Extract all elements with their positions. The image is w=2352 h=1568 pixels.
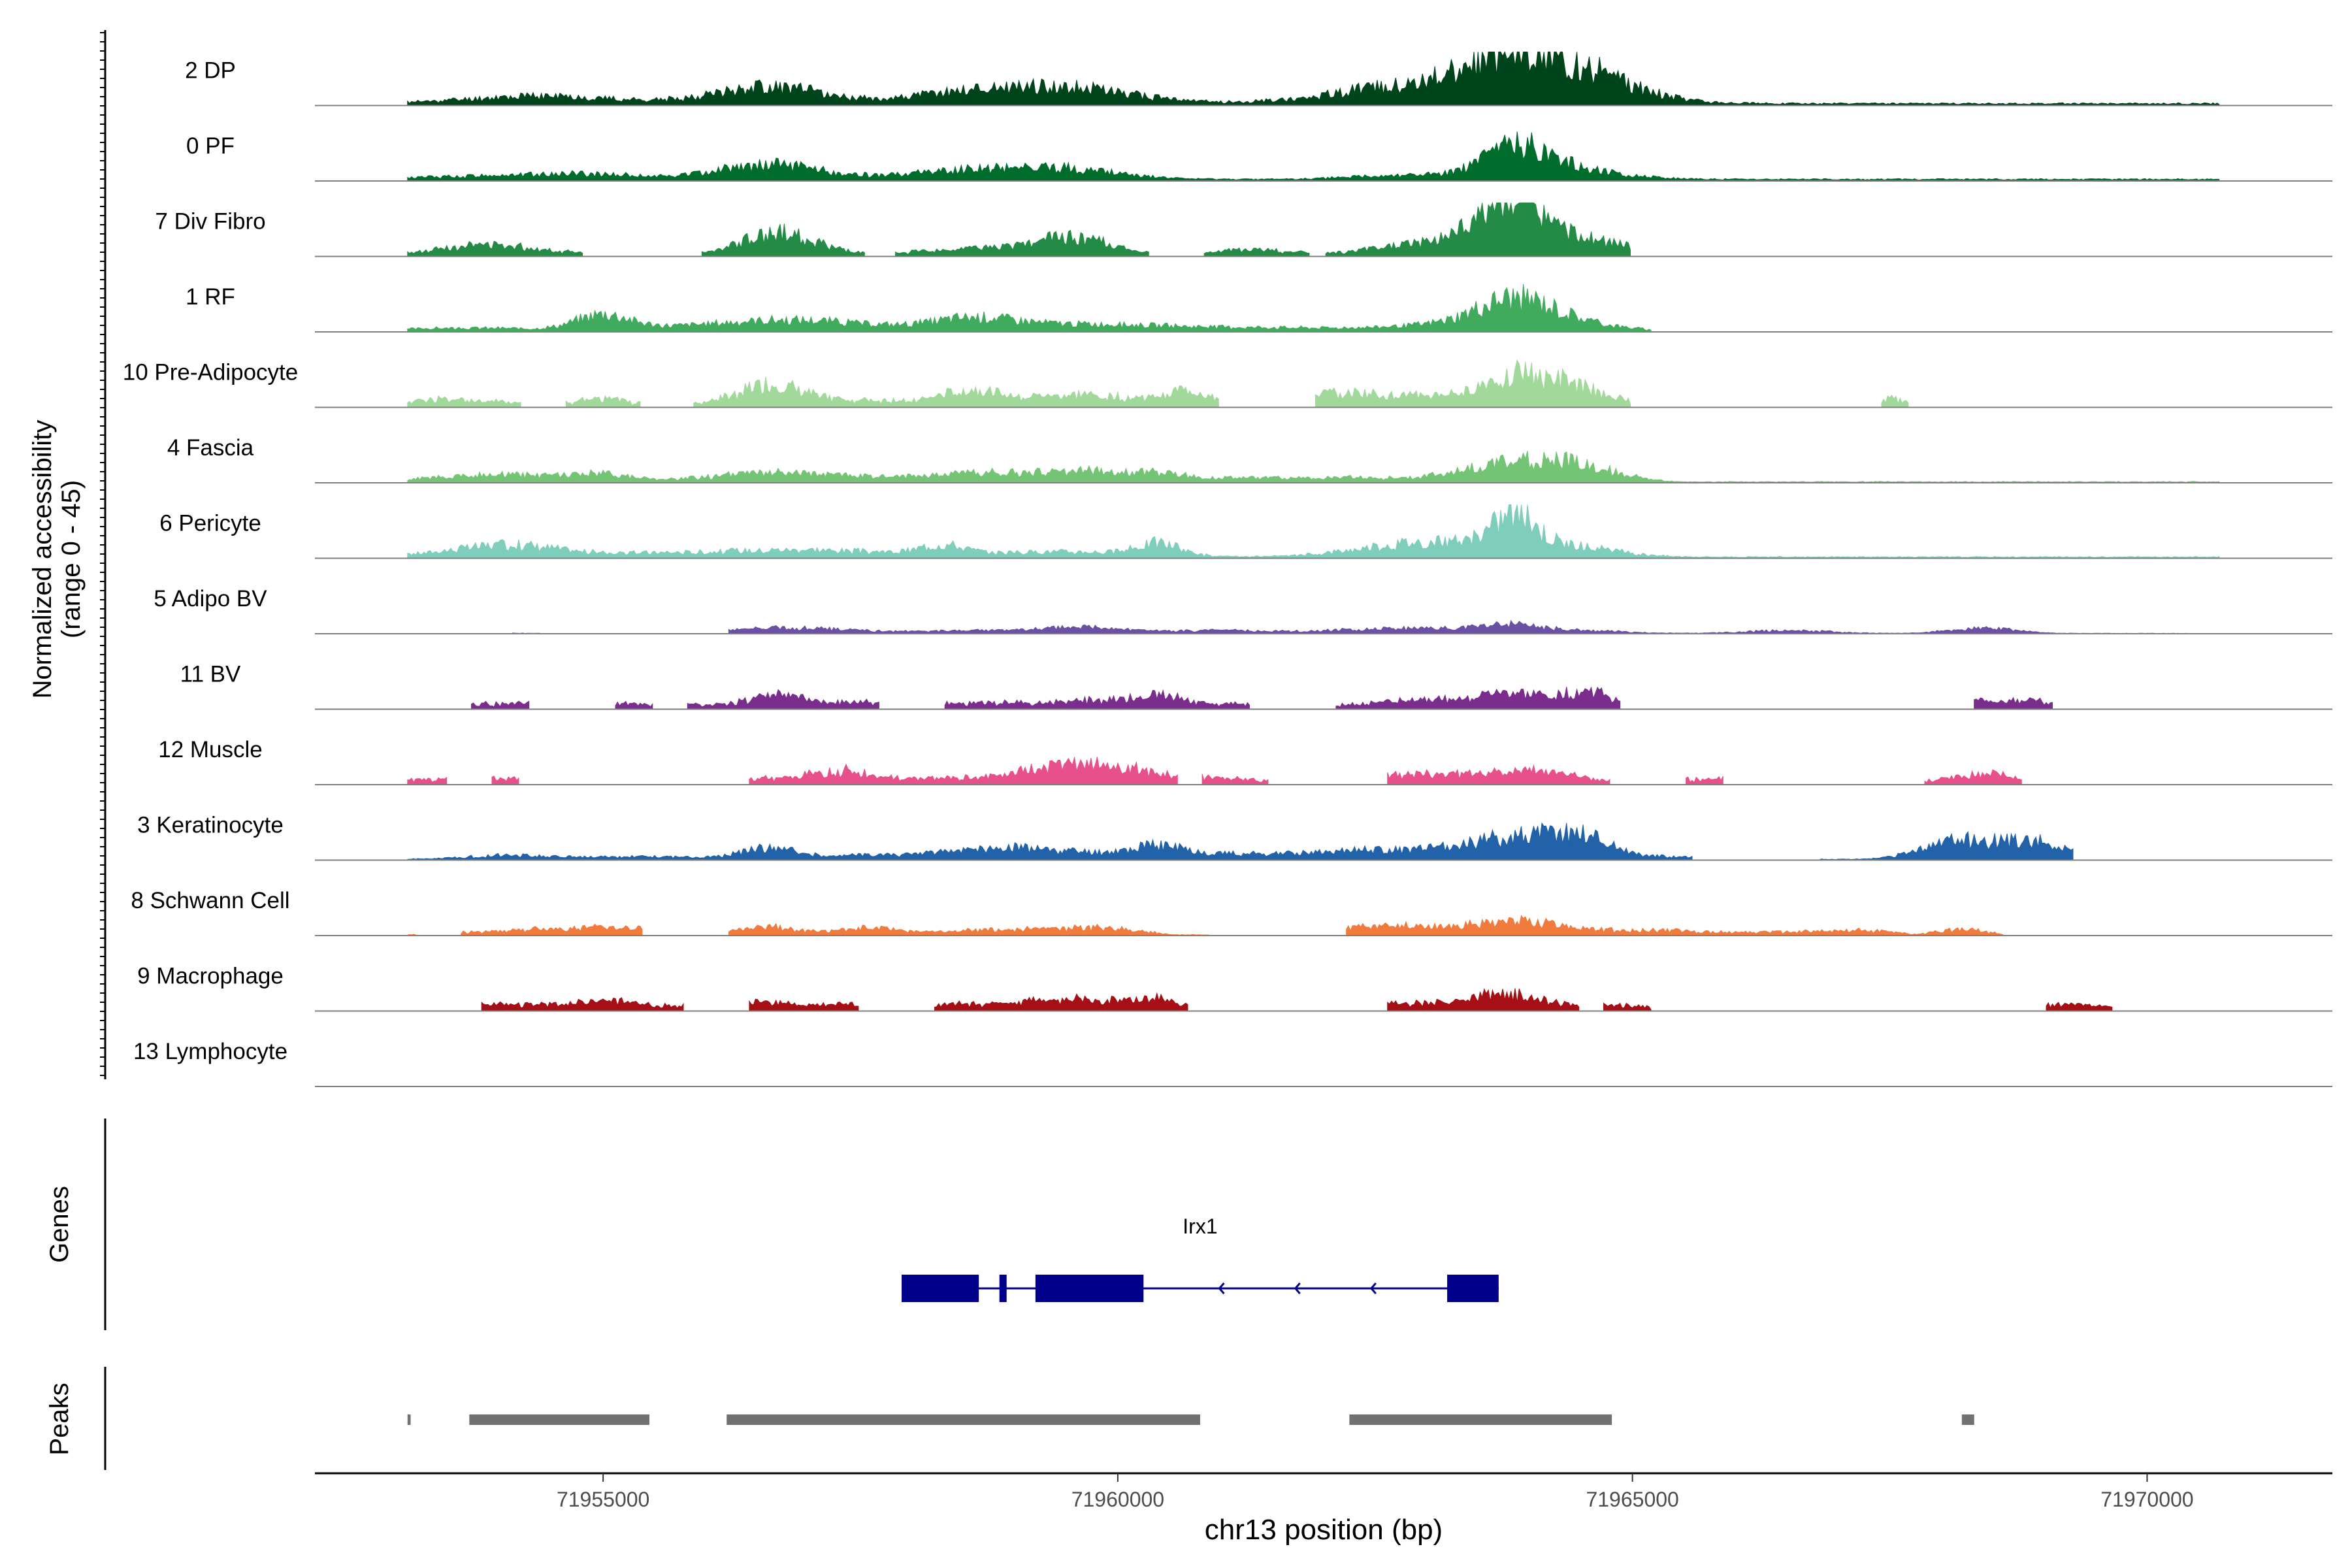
gene-track: Irx1	[902, 1215, 1499, 1302]
gene-exon	[1035, 1275, 1144, 1302]
peak-bar	[1349, 1414, 1612, 1425]
track-label: 3 Keratinocyte	[137, 813, 284, 838]
peak-track	[407, 1414, 1974, 1425]
coverage-area	[407, 51, 2220, 106]
coverage-area	[407, 822, 2074, 860]
track-label: 9 Macrophage	[137, 964, 284, 989]
track-7: 6 Pericyte	[159, 504, 2332, 559]
y-axis-range-label: (range 0 - 45)	[57, 480, 86, 638]
track-8: 5 Adipo BV	[154, 586, 2332, 634]
coverage-tracks: 2 DP 0 PF 7 Div Fibro 1 RF 10 Pre-Adipocyte 4…	[123, 51, 2332, 1087]
tracks-y-axis-ticks	[100, 32, 105, 1076]
track-label: 11 BV	[180, 662, 241, 687]
track-label: 13 Lymphocyte	[133, 1039, 287, 1064]
strand-arrow-icon	[1218, 1282, 1225, 1294]
genes-panel-label: Genes	[45, 1186, 74, 1263]
gene-label: Irx1	[1183, 1215, 1217, 1238]
track-4: 1 RF	[186, 284, 2332, 333]
coverage-area	[407, 757, 2022, 785]
track-1: 2 DP	[185, 51, 2332, 106]
track-label: 8 Schwann Cell	[131, 888, 289, 913]
track-9: 11 BV	[180, 662, 2332, 710]
track-3: 7 Div Fibro	[155, 201, 2332, 257]
gene-exon	[1447, 1275, 1499, 1302]
track-label: 6 Pericyte	[159, 511, 261, 536]
coverage-area	[407, 504, 2220, 559]
track-5: 10 Pre-Adipocyte	[123, 359, 2332, 408]
peak-bar	[727, 1414, 1200, 1425]
coverage-area	[407, 131, 2220, 182]
track-label: 7 Div Fibro	[155, 209, 265, 235]
coverage-area	[407, 915, 2004, 936]
track-11: 3 Keratinocyte	[137, 813, 2332, 861]
x-tick-label: 71955000	[557, 1488, 649, 1511]
coverage-area	[471, 686, 2053, 710]
track-label: 5 Adipo BV	[154, 586, 267, 612]
track-14: 13 Lymphocyte	[133, 1039, 2332, 1087]
x-axis-ticks: 71955000 71960000 71965000 71970000	[557, 1473, 2194, 1511]
x-tick-label: 71965000	[1586, 1488, 1678, 1511]
gene-model: Irx1	[902, 1215, 1499, 1302]
track-6: 4 Fascia	[167, 435, 2332, 483]
track-label: 4 Fascia	[167, 435, 254, 461]
peak-bar	[407, 1414, 411, 1425]
gene-exon	[902, 1275, 979, 1302]
track-label: 1 RF	[186, 284, 235, 310]
track-label: 0 PF	[186, 133, 235, 159]
gene-exon	[999, 1275, 1007, 1302]
track-label: 10 Pre-Adipocyte	[123, 360, 298, 385]
coverage-area	[481, 988, 2113, 1011]
coverage-area	[512, 619, 2189, 634]
y-axis-label: Normalized accessibility	[28, 420, 57, 699]
peaks-panel-label: Peaks	[45, 1382, 74, 1455]
track-2: 0 PF	[186, 131, 2332, 182]
strand-arrow-icon	[1369, 1282, 1377, 1294]
peak-bar	[1961, 1414, 1974, 1425]
coverage-area	[407, 284, 1652, 333]
track-10: 12 Muscle	[158, 737, 2332, 785]
track-label: 2 DP	[185, 58, 236, 84]
coverage-area	[407, 451, 2220, 483]
track-label: 12 Muscle	[158, 737, 263, 762]
strand-arrow-icon	[1294, 1282, 1301, 1294]
coverage-area	[407, 201, 1631, 257]
x-tick-label: 71960000	[1071, 1488, 1164, 1511]
coverage-area	[407, 359, 1909, 408]
track-12: 8 Schwann Cell	[131, 888, 2332, 936]
peak-bar	[469, 1414, 650, 1425]
x-tick-label: 71970000	[2100, 1488, 2193, 1511]
x-axis-label: chr13 position (bp)	[1205, 1514, 1443, 1546]
track-13: 9 Macrophage	[137, 964, 2332, 1012]
